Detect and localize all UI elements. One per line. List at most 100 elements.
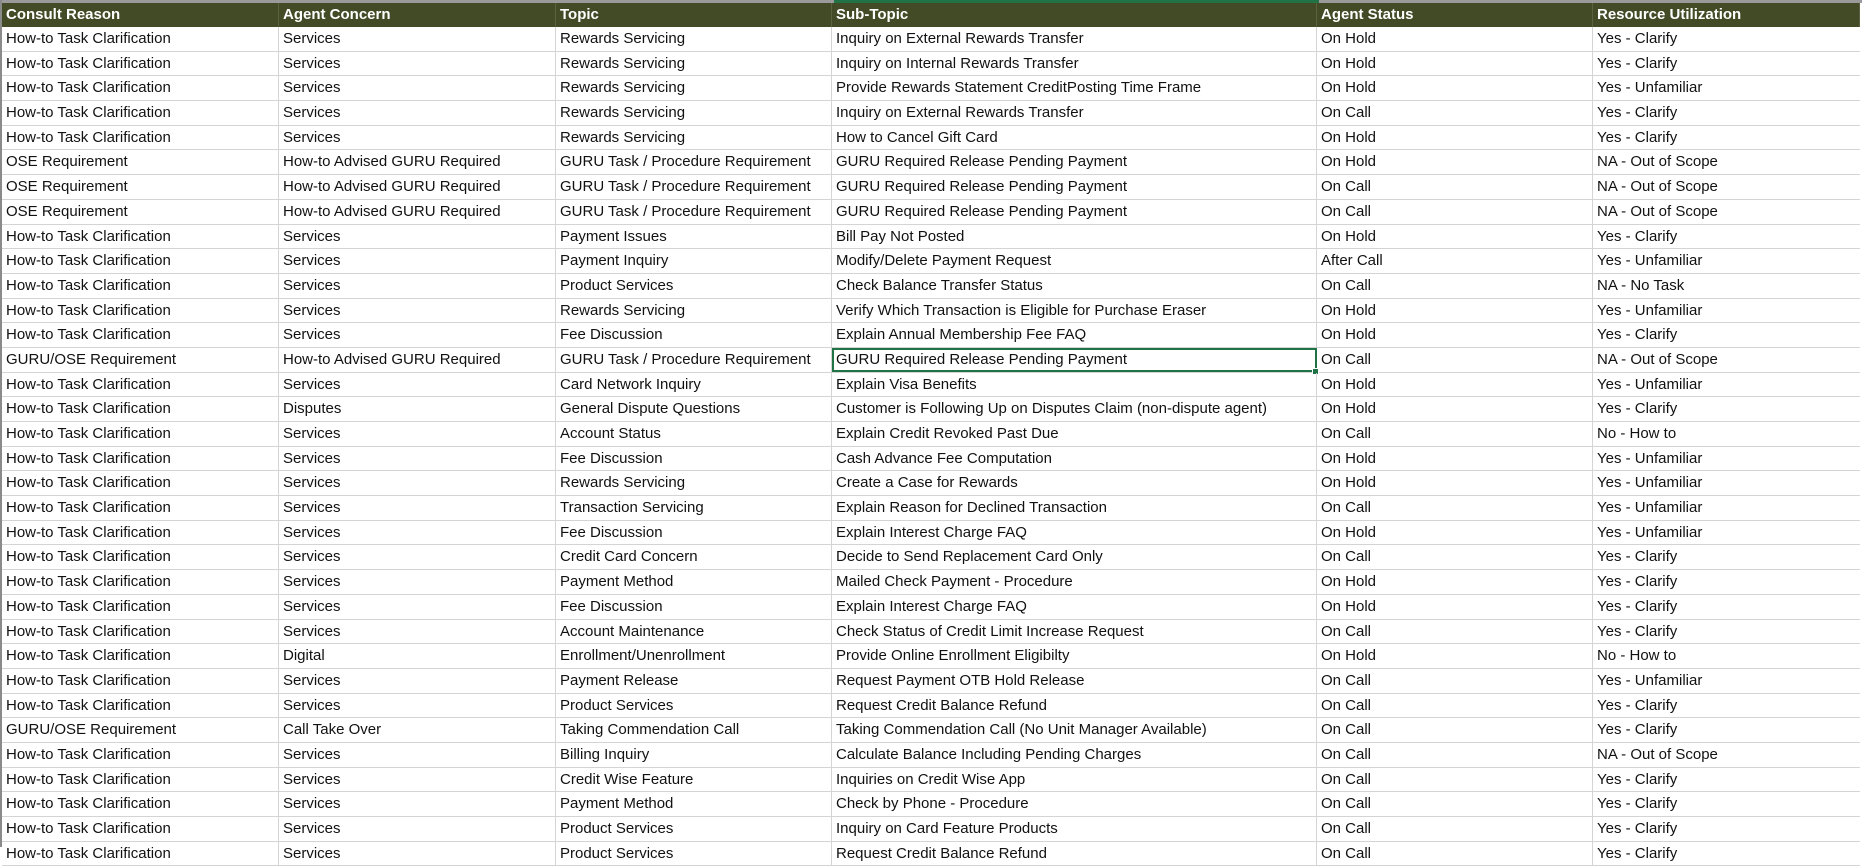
cell-agent-concern[interactable]: Services xyxy=(279,101,556,125)
cell-topic[interactable]: Rewards Servicing xyxy=(556,471,832,496)
cell-consult-reason[interactable]: How-to Task Clarification xyxy=(2,446,279,471)
cell-agent-status[interactable]: On Call xyxy=(1317,101,1593,125)
cell-topic[interactable]: Fee Discussion xyxy=(556,594,832,619)
cell-agent-concern[interactable]: Services xyxy=(279,545,556,570)
cell-resource-utilization[interactable]: Yes - Clarify xyxy=(1597,104,1678,122)
cell-agent-concern[interactable]: Digital xyxy=(279,644,556,668)
cell-agent-concern[interactable]: Services xyxy=(279,273,556,298)
cell-topic[interactable]: Fee Discussion xyxy=(556,323,832,347)
cell-agent-status[interactable]: On Hold xyxy=(1317,446,1593,471)
cell-resource-utilization[interactable]: Yes - Clarify xyxy=(1597,844,1678,862)
cell-sub-topic[interactable]: Explain Reason for Declined Transaction xyxy=(832,496,1317,520)
cell-agent-status[interactable]: On Call xyxy=(1317,175,1593,199)
cell-agent-concern[interactable]: Services xyxy=(279,76,556,101)
cell-agent-status[interactable]: On Call xyxy=(1317,817,1593,841)
cell-agent-concern[interactable]: Services xyxy=(279,422,556,446)
cell-sub-topic[interactable]: Mailed Check Payment - Procedure xyxy=(832,570,1317,594)
cell-sub-topic[interactable]: Request Credit Balance Refund xyxy=(832,693,1317,718)
cell-resource-utilization[interactable]: Yes - Unfamiliar xyxy=(1597,523,1703,541)
cell-topic[interactable]: Enrollment/Unenrollment xyxy=(556,644,832,668)
cell-agent-status[interactable]: After Call xyxy=(1317,249,1593,273)
cell-topic[interactable]: Rewards Servicing xyxy=(556,76,832,101)
cell-resource-utilization[interactable]: Yes - Unfamiliar xyxy=(1597,252,1703,270)
cell-consult-reason[interactable]: How-to Task Clarification xyxy=(2,570,279,594)
cell-resource-utilization[interactable]: No - How to xyxy=(1597,647,1677,665)
cell-agent-status[interactable]: On Hold xyxy=(1317,125,1593,150)
cell-sub-topic[interactable]: GURU Required Release Pending Payment xyxy=(832,199,1317,224)
cell-resource-utilization[interactable]: Yes - Clarify xyxy=(1597,548,1678,566)
column-header-sub-topic[interactable]: Sub-Topic xyxy=(832,3,1317,27)
cell-consult-reason[interactable]: How-to Task Clarification xyxy=(2,323,279,347)
cell-sub-topic[interactable]: Customer is Following Up on Disputes Cla… xyxy=(832,397,1317,421)
cell-sub-topic[interactable]: Request Credit Balance Refund xyxy=(832,841,1317,866)
cell-agent-concern[interactable]: Services xyxy=(279,51,556,76)
cell-agent-status[interactable]: On Hold xyxy=(1317,298,1593,323)
cell-consult-reason[interactable]: How-to Task Clarification xyxy=(2,397,279,421)
cell-resource-utilization[interactable]: Yes - Clarify xyxy=(1597,227,1678,245)
cell-consult-reason[interactable]: OSE Requirement xyxy=(2,175,279,199)
cell-agent-status[interactable]: On Call xyxy=(1317,619,1593,644)
cell-sub-topic[interactable]: Decide to Send Replacement Card Only xyxy=(832,545,1317,570)
cell-consult-reason[interactable]: How-to Task Clarification xyxy=(2,619,279,644)
cell-agent-concern[interactable]: Disputes xyxy=(279,397,556,421)
cell-resource-utilization[interactable]: Yes - Clarify xyxy=(1597,326,1678,344)
cell-sub-topic[interactable]: Provide Rewards Statement CreditPosting … xyxy=(832,76,1317,101)
cell-resource-utilization[interactable]: Yes - Clarify xyxy=(1597,400,1678,418)
cell-agent-concern[interactable]: Services xyxy=(279,668,556,693)
cell-topic[interactable]: Credit Wise Feature xyxy=(556,767,832,792)
cell-sub-topic[interactable]: Explain Interest Charge FAQ xyxy=(832,594,1317,619)
cell-agent-status[interactable]: On Call xyxy=(1317,693,1593,718)
cell-consult-reason[interactable]: GURU/OSE Requirement xyxy=(2,718,279,742)
cell-sub-topic[interactable]: Check Status of Credit Limit Increase Re… xyxy=(832,619,1317,644)
cell-resource-utilization[interactable]: Yes - Clarify xyxy=(1597,820,1678,837)
cell-consult-reason[interactable]: How-to Task Clarification xyxy=(2,767,279,792)
cell-sub-topic[interactable]: Check by Phone - Procedure xyxy=(832,792,1317,816)
cell-resource-utilization[interactable]: Yes - Clarify xyxy=(1597,573,1678,591)
cell-topic[interactable]: Rewards Servicing xyxy=(556,298,832,323)
cell-resource-utilization[interactable]: Yes - Unfamiliar xyxy=(1597,79,1703,97)
cell-agent-status[interactable]: On Call xyxy=(1317,718,1593,742)
cell-topic[interactable]: GURU Task / Procedure Requirement xyxy=(556,199,832,224)
cell-agent-status[interactable]: On Call xyxy=(1317,496,1593,520)
cell-topic[interactable]: GURU Task / Procedure Requirement xyxy=(556,150,832,175)
cell-sub-topic[interactable]: Modify/Delete Payment Request xyxy=(832,249,1317,273)
cell-sub-topic[interactable]: GURU Required Release Pending Payment xyxy=(832,175,1317,199)
cell-agent-concern[interactable]: Services xyxy=(279,693,556,718)
cell-resource-utilization[interactable]: Yes - Clarify xyxy=(1597,622,1678,640)
cell-agent-status[interactable]: On Hold xyxy=(1317,644,1593,668)
cell-agent-status[interactable]: On Hold xyxy=(1317,372,1593,397)
cell-sub-topic[interactable]: Inquiry on Card Feature Products xyxy=(832,817,1317,841)
cell-agent-concern[interactable]: Services xyxy=(279,594,556,619)
cell-topic[interactable]: Fee Discussion xyxy=(556,520,832,545)
cell-resource-utilization[interactable]: NA - Out of Scope xyxy=(1597,745,1718,763)
cell-resource-utilization[interactable]: Yes - Clarify xyxy=(1597,30,1678,47)
cell-consult-reason[interactable]: How-to Task Clarification xyxy=(2,249,279,273)
cell-topic[interactable]: Billing Inquiry xyxy=(556,742,832,767)
cell-agent-concern[interactable]: How-to Advised GURU Required xyxy=(279,347,556,372)
cell-agent-status[interactable]: On Call xyxy=(1317,841,1593,866)
cell-agent-concern[interactable]: Services xyxy=(279,446,556,471)
cell-agent-concern[interactable]: Services xyxy=(279,742,556,767)
cell-agent-concern[interactable]: Services xyxy=(279,125,556,150)
cell-agent-status[interactable]: On Call xyxy=(1317,347,1593,372)
cell-consult-reason[interactable]: How-to Task Clarification xyxy=(2,298,279,323)
cell-agent-status[interactable]: On Call xyxy=(1317,545,1593,570)
cell-topic[interactable]: Card Network Inquiry xyxy=(556,372,832,397)
cell-consult-reason[interactable]: How-to Task Clarification xyxy=(2,422,279,446)
cell-topic[interactable]: GURU Task / Procedure Requirement xyxy=(556,347,832,372)
cell-consult-reason[interactable]: GURU/OSE Requirement xyxy=(2,347,279,372)
cell-consult-reason[interactable]: How-to Task Clarification xyxy=(2,693,279,718)
cell-consult-reason[interactable]: How-to Task Clarification xyxy=(2,372,279,397)
cell-agent-status[interactable]: On Hold xyxy=(1317,520,1593,545)
cell-sub-topic[interactable]: How to Cancel Gift Card xyxy=(832,125,1317,150)
cell-resource-utilization[interactable]: NA - Out of Scope xyxy=(1597,153,1718,171)
cell-agent-concern[interactable]: Services xyxy=(279,249,556,273)
cell-consult-reason[interactable]: OSE Requirement xyxy=(2,150,279,175)
column-header-topic[interactable]: Topic xyxy=(556,3,832,27)
cell-topic[interactable]: Product Services xyxy=(556,817,832,841)
column-header-agent-concern[interactable]: Agent Concern xyxy=(279,3,556,27)
cell-agent-status[interactable]: On Call xyxy=(1317,792,1593,816)
cell-sub-topic[interactable]: Request Payment OTB Hold Release xyxy=(832,668,1317,693)
cell-resource-utilization[interactable]: NA - Out of Scope xyxy=(1597,350,1718,368)
cell-resource-utilization[interactable]: Yes - Unfamiliar xyxy=(1597,375,1703,393)
